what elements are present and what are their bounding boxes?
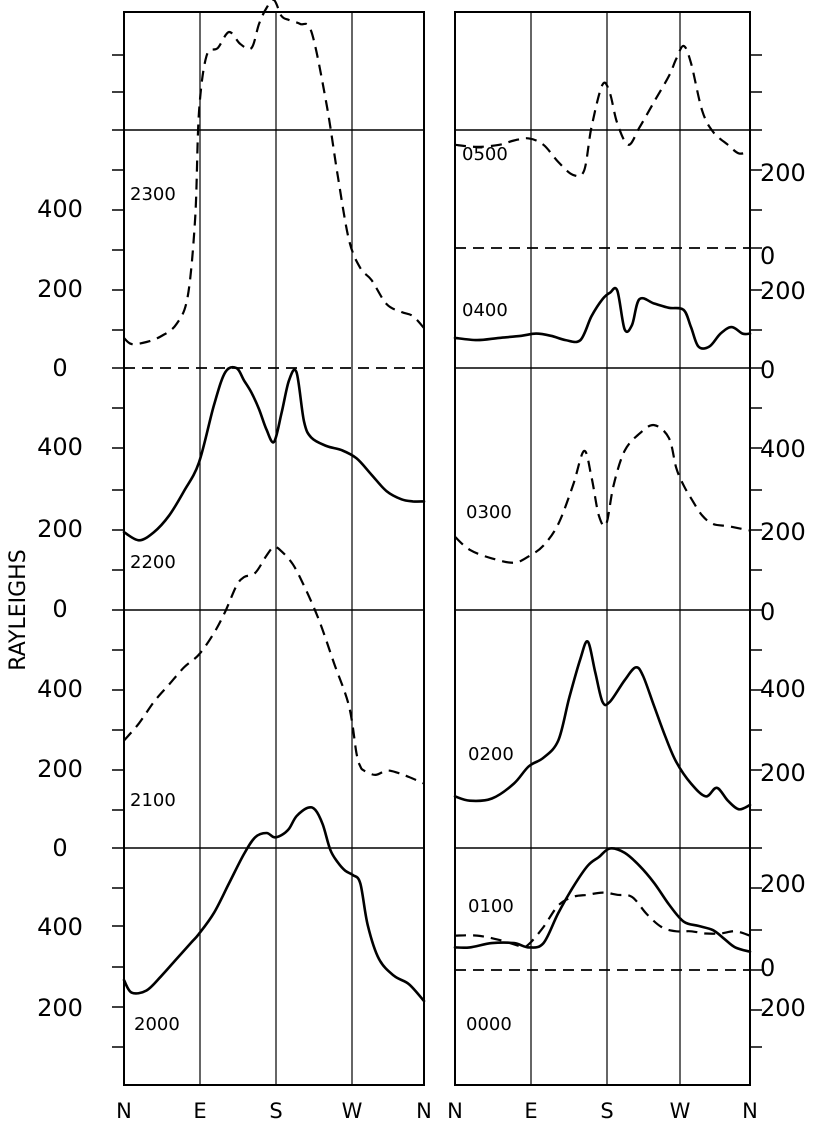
x-tick-label: N: [447, 1099, 463, 1123]
series-line-0300: [454, 423, 751, 564]
series-line-2200: [122, 365, 426, 542]
y-tick-label: 400: [37, 433, 83, 461]
y-tick-label: 0: [52, 834, 67, 862]
y-tick-label: 200: [760, 994, 806, 1022]
series-label-2200: 2200: [130, 552, 176, 573]
series-label-0100: 0100: [468, 896, 514, 917]
series-line-2300: [123, 0, 425, 346]
y-tick-label: 400: [760, 435, 806, 463]
x-tick-label: N: [416, 1099, 432, 1123]
x-tick-label: E: [193, 1099, 206, 1123]
column-frame: [123, 11, 425, 1086]
y-tick-label: 200: [760, 159, 806, 187]
y-tick-label: 200: [760, 870, 806, 898]
left-column: 2300220021002000400200040020004002000400…: [37, 0, 432, 1123]
column-frame: [454, 11, 751, 1086]
series-line-0400: [453, 286, 752, 350]
y-tick-label: 0: [52, 354, 67, 382]
y-tick-label: 200: [37, 515, 83, 543]
series-line-0200: [453, 640, 752, 811]
x-tick-label: S: [600, 1099, 613, 1123]
x-tick-label: E: [524, 1099, 537, 1123]
y-tick-label: 200: [37, 994, 83, 1022]
series-line-2000: [122, 805, 426, 1003]
y-tick-label: 200: [760, 518, 806, 546]
series-line-0500: [454, 44, 751, 178]
series-label-0300: 0300: [466, 502, 512, 523]
x-tick-label: S: [269, 1099, 282, 1123]
series-line-0000: [453, 847, 752, 953]
y-tick-label: 400: [37, 195, 83, 223]
y-tick-label: 400: [760, 675, 806, 703]
series-label-2100: 2100: [130, 790, 176, 811]
series-label-2000: 2000: [134, 1014, 180, 1035]
y-tick-label: 400: [37, 675, 83, 703]
y-tick-label: 200: [760, 759, 806, 787]
series-label-0000: 0000: [466, 1014, 512, 1035]
y-axis-title: RAYLEIGHS: [6, 549, 31, 670]
y-tick-label: 200: [37, 275, 83, 303]
y-tick-label: 0: [760, 356, 775, 384]
right-column: 0500040003000200010000002000200040020004…: [447, 11, 806, 1123]
x-tick-label: N: [742, 1099, 758, 1123]
series-label-2300: 2300: [130, 184, 176, 205]
y-tick-label: 200: [760, 277, 806, 305]
y-tick-label: 0: [760, 954, 775, 982]
x-tick-label: N: [116, 1099, 132, 1123]
y-tick-label: 0: [760, 598, 775, 626]
x-tick-label: W: [670, 1099, 691, 1123]
y-tick-label: 200: [37, 755, 83, 783]
series-label-0200: 0200: [468, 744, 514, 765]
x-tick-label: W: [342, 1099, 363, 1123]
y-tick-label: 0: [52, 595, 67, 623]
series-label-0500: 0500: [462, 144, 508, 165]
series-label-0400: 0400: [462, 300, 508, 321]
series-line-0100: [454, 891, 751, 948]
y-tick-label: 400: [37, 913, 83, 941]
y-tick-label: 0: [760, 242, 775, 270]
series-line-2100: [123, 545, 425, 785]
